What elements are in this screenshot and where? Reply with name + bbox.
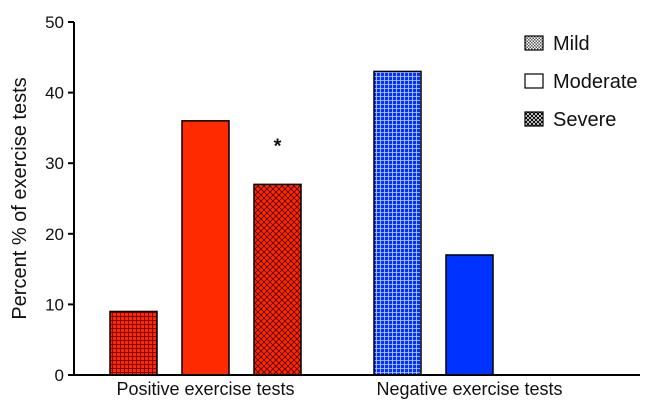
- y-tick-label-50: 50: [45, 13, 64, 32]
- x-axis: Positive exercise tests Negative exercise…: [74, 374, 640, 399]
- y-axis-label: Percent % of exercise tests: [9, 77, 31, 319]
- legend-label-mild: Mild: [553, 33, 590, 55]
- legend-swatch-mild: [524, 35, 544, 51]
- bar-severe-0: [253, 183, 302, 376]
- x-category-label-1: Negative exercise tests: [376, 379, 562, 399]
- annotations: *: [274, 135, 282, 157]
- y-tick-label-10: 10: [45, 295, 64, 314]
- bars: [109, 70, 494, 376]
- bar-mild-1: [373, 70, 422, 376]
- y-tick-label-40: 40: [45, 84, 64, 103]
- y-tick-label-20: 20: [45, 225, 64, 244]
- bar-moderate-1: [445, 254, 494, 376]
- y-tick-label-30: 30: [45, 154, 64, 173]
- y-tick-label-0: 0: [55, 366, 64, 385]
- x-category-label-0: Positive exercise tests: [116, 379, 294, 399]
- legend-label-moderate: Moderate: [553, 71, 638, 93]
- bar-moderate-0: [181, 120, 230, 376]
- legend-swatch-severe: [524, 111, 544, 127]
- legend-swatch-moderate: [524, 73, 544, 89]
- significance-annotation: *: [274, 135, 282, 157]
- y-axis: 0 10 20 30 40 50: [45, 13, 75, 385]
- legend-label-severe: Severe: [553, 109, 616, 131]
- legend: Mild Moderate Severe: [524, 33, 638, 131]
- bar-mild-0: [109, 310, 158, 376]
